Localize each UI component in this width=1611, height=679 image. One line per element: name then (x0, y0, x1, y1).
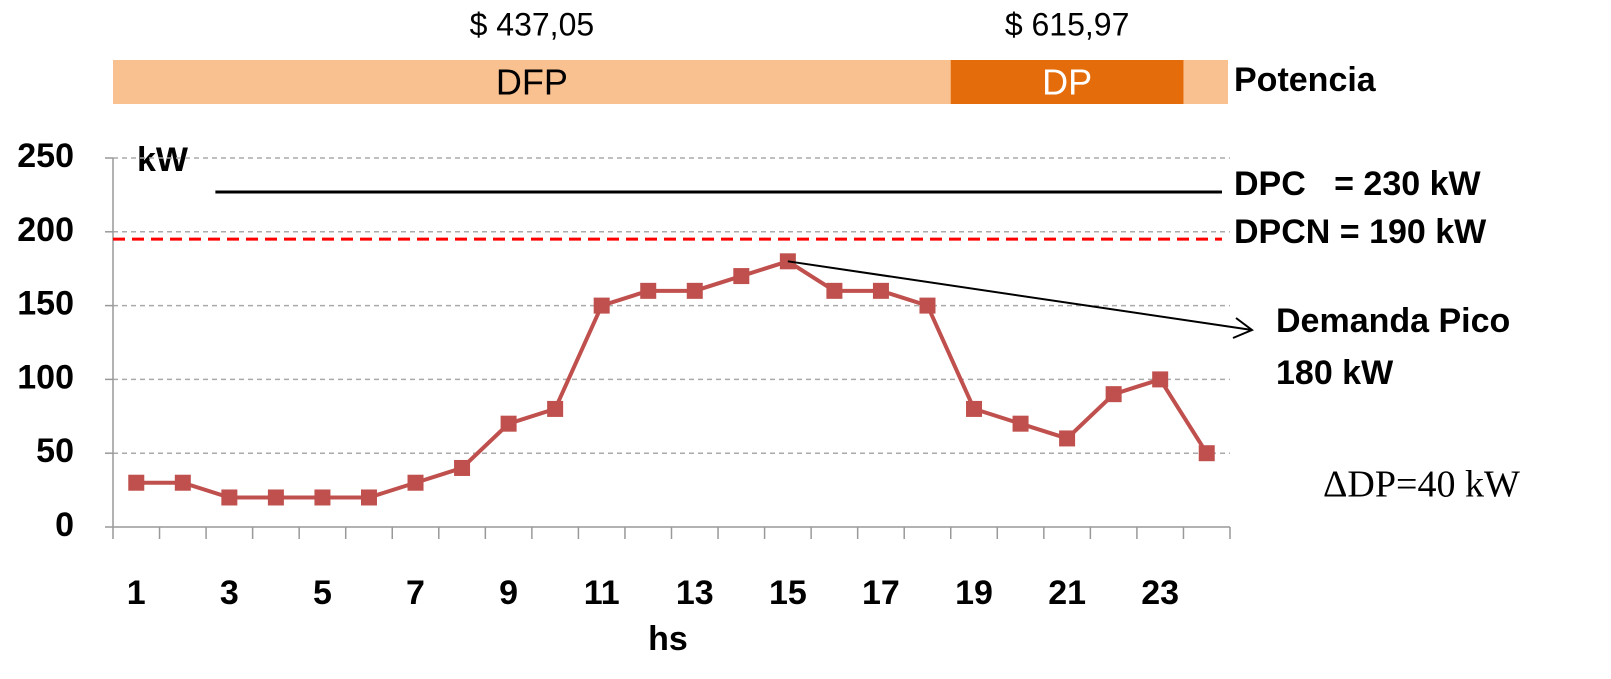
band-cost: $ 437,05 (470, 6, 595, 42)
data-point (1012, 415, 1029, 432)
y-tick-label: 0 (55, 506, 74, 544)
data-point (593, 297, 610, 314)
data-point (1198, 445, 1215, 462)
x-tick-label: 17 (862, 574, 900, 612)
data-point (1105, 386, 1122, 403)
reference-label: DPC = 230 kW (1234, 165, 1482, 203)
data-point (267, 489, 284, 506)
data-point (314, 489, 331, 506)
x-tick-label: 13 (676, 574, 714, 612)
y-tick-label: 150 (17, 285, 74, 323)
data-point (547, 400, 564, 417)
x-tick-label: 5 (313, 574, 332, 612)
data-point (1152, 371, 1169, 388)
arrow-head (1232, 317, 1254, 339)
y-unit: kW (137, 141, 189, 179)
annotation: Demanda Pico (1276, 302, 1510, 340)
y-tick-label: 50 (36, 432, 74, 470)
y-tick-label: 100 (17, 358, 74, 396)
data-point (221, 489, 238, 506)
data-point (454, 459, 471, 476)
x-tick-label: 15 (769, 574, 807, 612)
y-tick-label: 200 (17, 211, 74, 249)
annotation: ΔDP=40 kW (1323, 464, 1520, 506)
band-cost: $ 615,97 (1005, 6, 1130, 42)
tariff-band (113, 60, 951, 104)
data-point (360, 489, 377, 506)
data-point (1059, 430, 1076, 447)
data-point (919, 297, 936, 314)
data-point (686, 282, 703, 299)
x-tick-label: 1 (127, 574, 146, 612)
data-point (128, 474, 145, 491)
data-point (500, 415, 517, 432)
x-tick-label: 3 (220, 574, 239, 612)
data-point (640, 282, 657, 299)
x-axis-label: hs (648, 620, 688, 658)
y-tick-label: 250 (17, 137, 74, 175)
x-tick-label: 21 (1048, 574, 1086, 612)
annotation-arrow (787, 260, 1253, 331)
row-label: Potencia (1234, 61, 1377, 99)
x-tick-label: 19 (955, 574, 993, 612)
data-point (733, 268, 750, 285)
band-label: DP (1042, 62, 1092, 103)
data-point (872, 282, 889, 299)
data-point (966, 400, 983, 417)
x-tick-label: 7 (406, 574, 425, 612)
band-label: DFP (496, 62, 568, 103)
x-tick-label: 11 (584, 574, 620, 612)
x-tick-label: 9 (499, 574, 518, 612)
data-point (407, 474, 424, 491)
data-point (826, 282, 843, 299)
data-point (174, 474, 191, 491)
annotation: 180 kW (1276, 354, 1394, 392)
tariff-band (950, 60, 1184, 104)
reference-label: DPCN = 190 kW (1234, 213, 1487, 251)
x-tick-label: 23 (1141, 574, 1179, 612)
